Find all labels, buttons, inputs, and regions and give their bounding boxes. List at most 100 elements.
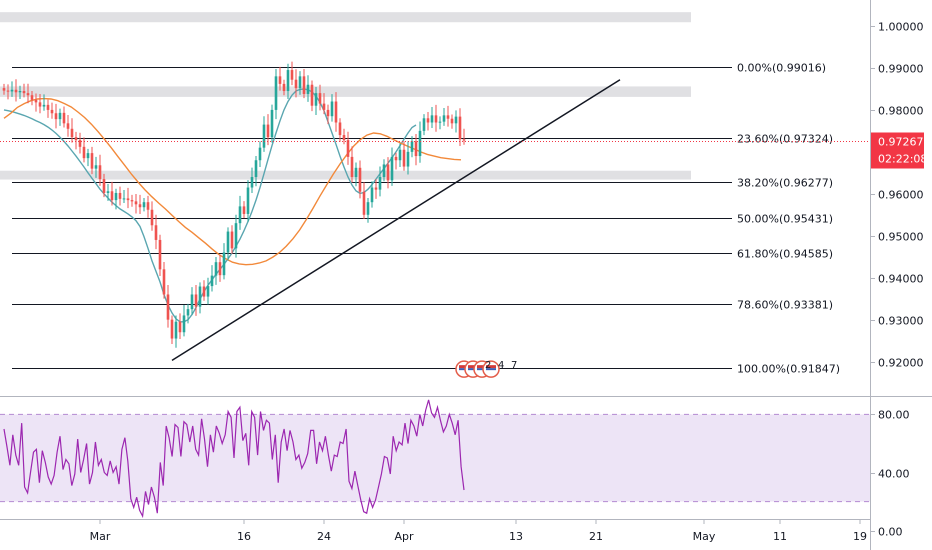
candle-body [274,76,278,110]
candle-body [410,141,414,152]
rsi-axis[interactable]: 80.00 40.00 0.00 [871,409,910,539]
candle-body [362,191,366,215]
candle-body [342,135,346,141]
candle-body [314,93,318,106]
candle [342,128,346,145]
candle-body [142,202,146,208]
candle-body [130,200,134,202]
candle [330,94,334,122]
ascending-trendline[interactable] [171,79,621,361]
candle [166,285,170,328]
candle-body [190,294,194,310]
candle-body [66,123,70,129]
candle-body [46,104,50,110]
candle-body [290,70,294,80]
candle-body [398,149,402,161]
event-flag-stripe [459,365,469,369]
time-tick-label: 19 [853,530,867,543]
candle-body [346,140,350,157]
candle-body [38,102,42,107]
candle-body [374,187,378,190]
candle [270,104,274,143]
fib-level-label: 61.80%(0.94585) [737,248,833,261]
candle [162,261,166,299]
candle [310,80,314,112]
candle [118,186,122,206]
candle-body [26,93,30,96]
price-tick-label: 0.95000 [878,231,924,244]
candle [62,106,66,128]
candle-body [158,239,162,270]
candle-body [402,149,406,167]
candle [426,112,430,131]
candle-body [394,156,398,161]
candle-body [14,89,18,93]
candle-body [54,113,58,120]
candle-body [334,101,338,123]
candle [214,256,218,285]
candle [450,114,454,129]
time-tick-label: 16 [237,530,251,543]
candle-body [222,252,226,276]
moving-averages [3,88,462,323]
candle [6,84,10,100]
candle-body [166,294,170,320]
candle-body [154,225,158,240]
candle [222,243,226,280]
candle [18,85,22,99]
candle [78,132,82,154]
time-tick-label: 11 [773,530,787,543]
candle [410,136,414,158]
candle-body [450,118,454,124]
candle [418,121,422,163]
candle-body [238,206,242,224]
candle-body [422,118,426,131]
price-tick-label: 0.92000 [878,357,924,370]
candle-body [302,76,306,94]
candle-body [370,187,374,203]
moving-average-slow [3,97,462,266]
event-flag-stripe [486,365,496,369]
event-flag-stripe [486,368,496,371]
price-tick-label: 0.94000 [878,273,924,286]
candle [274,69,278,120]
candle [434,104,438,132]
candle [294,69,298,98]
event-flag-stripe [477,365,487,369]
price-axis[interactable]: 1.000000.990000.980000.970000.960000.950… [871,21,924,370]
event-flag-icon[interactable] [482,360,500,378]
candle [110,181,114,206]
time-tick-label: May [693,530,716,543]
candle [446,105,450,127]
candle [170,315,174,344]
time-axis[interactable]: Mar 16 24 Apr 13 21 May 11 19 [90,520,867,543]
highlight-zone-1[interactable] [0,86,691,97]
candle [14,79,18,102]
rsi-band [0,414,870,502]
candle [306,75,310,102]
candle [242,201,246,219]
candle [422,114,426,136]
candle-body [286,70,290,92]
candle [54,103,58,129]
trendline[interactable] [171,79,621,361]
candle [258,141,262,167]
candle-body [390,156,394,181]
candle [46,99,50,118]
candle [454,110,458,133]
candle-body [454,116,458,124]
highlight-zone-0[interactable] [0,12,691,23]
candle-body [2,88,6,91]
candle-body [426,118,430,123]
candle-body [430,115,434,123]
candle [250,167,254,193]
candle-body [94,165,98,169]
rsi-indicator [0,399,871,519]
fibonacci-retracement[interactable]: 0.00%(0.99016) 23.60%(0.97324) 38.20%(0.96… [12,62,840,376]
time-tick-label: Mar [90,530,111,543]
candle-body [262,124,266,148]
highlight-zone-2[interactable] [0,170,691,180]
candle-body [266,124,270,138]
